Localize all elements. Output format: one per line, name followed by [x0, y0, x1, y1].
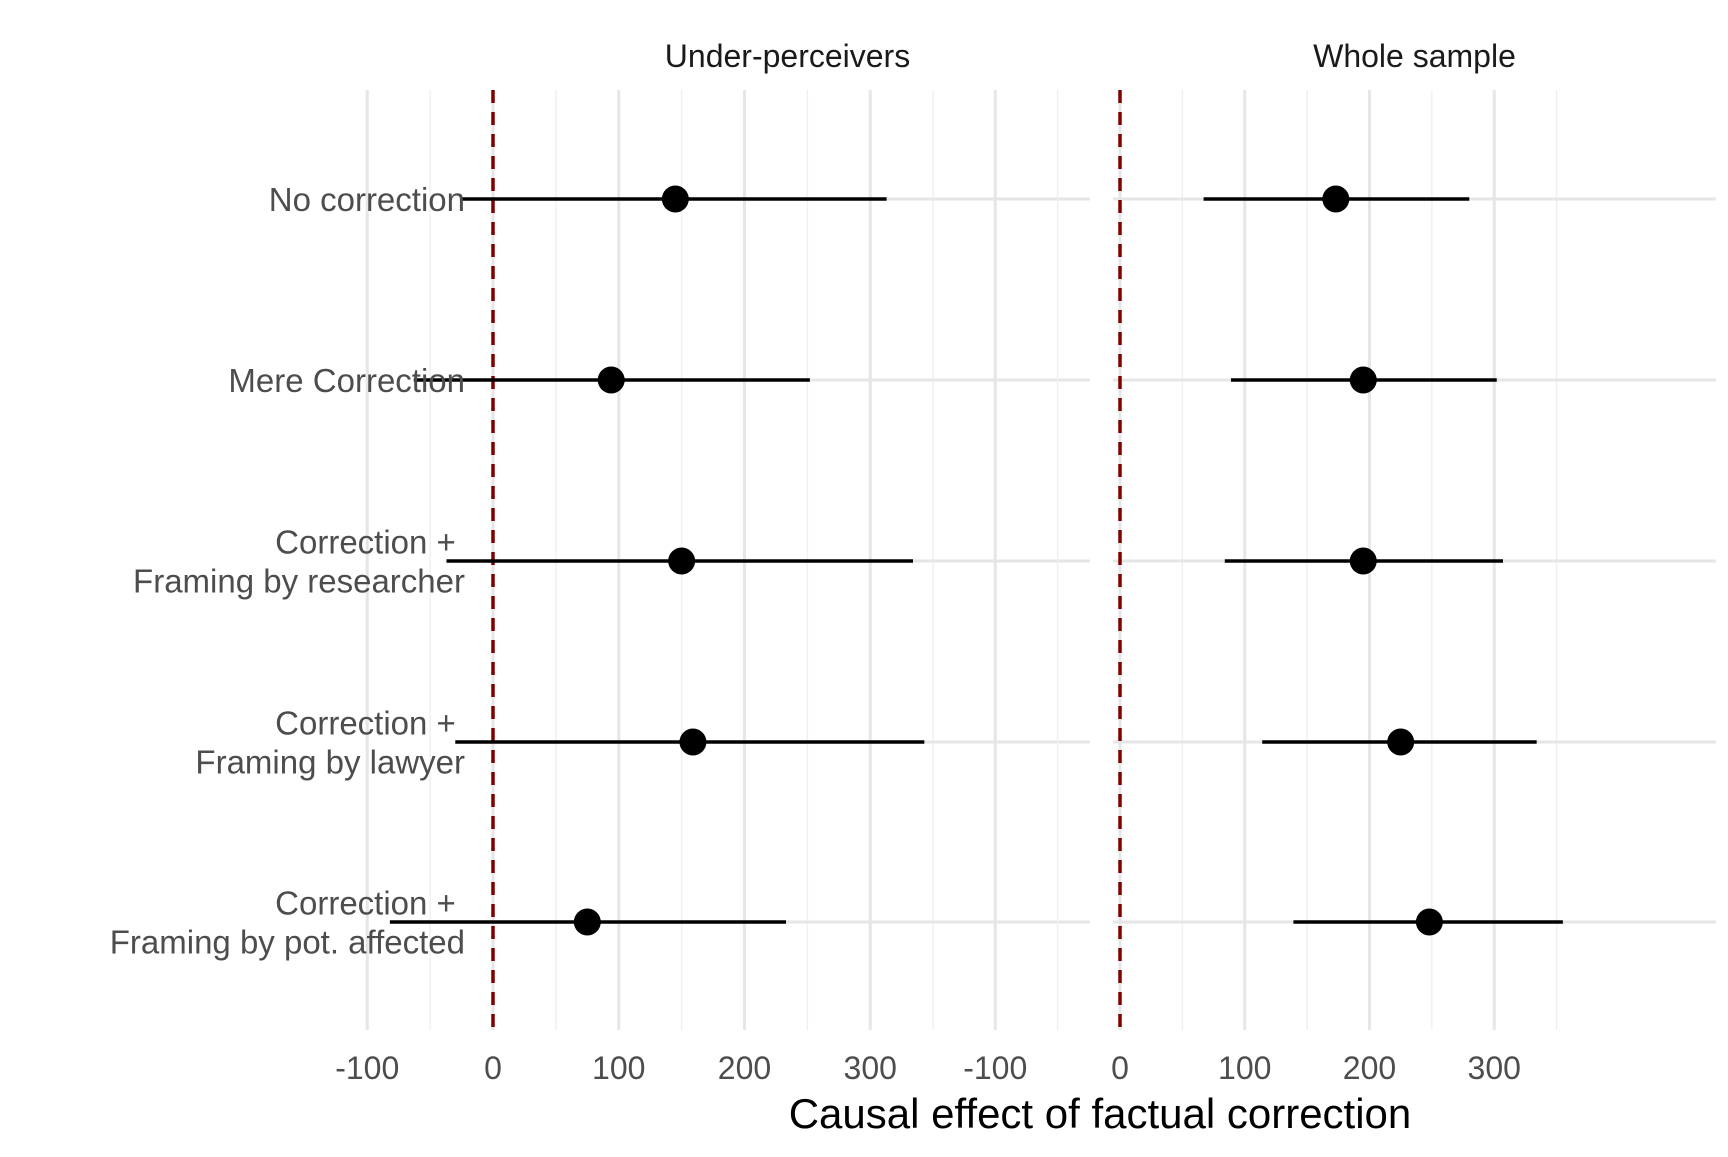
- estimate-point: [661, 185, 689, 213]
- category-label-line: Correction +: [275, 885, 465, 922]
- category-label-line: Correction +: [275, 705, 465, 742]
- category-label-line: Mere Correction: [228, 362, 465, 399]
- panel-title: Under-perceivers: [665, 38, 910, 74]
- x-tick-label: 0: [1111, 1050, 1129, 1086]
- estimate-point: [1349, 547, 1377, 575]
- category-label: Correction + Framing by pot. affected: [110, 885, 465, 961]
- x-tick-label: -100: [963, 1050, 1027, 1086]
- labels-layer: -100 0 100 200 300 Under-perceivers -100 0 100 20…: [110, 38, 1521, 1137]
- x-tick-label: 200: [1343, 1050, 1396, 1086]
- category-label-line: No correction: [269, 181, 465, 218]
- category-label-line: Framing by pot. affected: [110, 924, 465, 961]
- x-tick-label: 200: [718, 1050, 771, 1086]
- x-tick-label: 0: [484, 1050, 502, 1086]
- x-tick-label: 300: [844, 1050, 897, 1086]
- estimate-point: [573, 908, 601, 936]
- category-label: Correction + Framing by researcher: [133, 524, 465, 600]
- category-label: No correction: [269, 181, 465, 218]
- category-label-line: Framing by researcher: [133, 563, 465, 600]
- x-tick-label: 100: [592, 1050, 645, 1086]
- x-axis-title: Causal effect of factual correction: [789, 1090, 1412, 1137]
- panel-title: Whole sample: [1313, 38, 1516, 74]
- x-tick-label: -100: [335, 1050, 399, 1086]
- estimate-point: [1322, 185, 1350, 213]
- category-label: Mere Correction: [228, 362, 465, 399]
- estimate-point: [1349, 366, 1377, 394]
- category-label-line: Framing by lawyer: [195, 744, 465, 781]
- estimate-point: [679, 728, 707, 756]
- estimate-point: [668, 547, 696, 575]
- estimate-point: [597, 366, 625, 394]
- marks-layer: [389, 185, 1563, 936]
- x-tick-label: 100: [1218, 1050, 1271, 1086]
- category-label-line: Correction +: [275, 524, 465, 561]
- estimate-point: [1387, 728, 1415, 756]
- estimate-point: [1415, 908, 1443, 936]
- x-tick-label: 300: [1468, 1050, 1521, 1086]
- category-label: Correction + Framing by lawyer: [195, 705, 465, 781]
